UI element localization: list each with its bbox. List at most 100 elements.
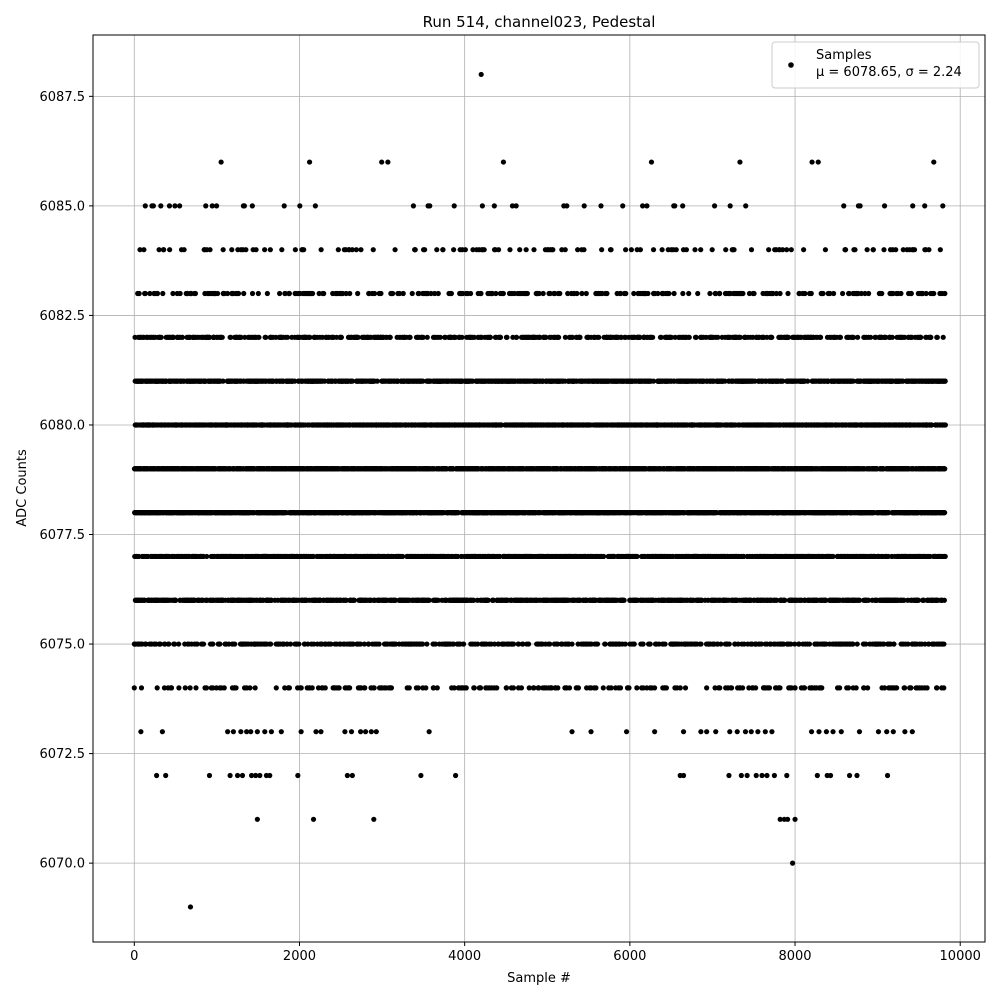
data-point bbox=[219, 334, 225, 340]
data-point bbox=[158, 203, 164, 209]
data-point bbox=[166, 641, 172, 647]
data-point bbox=[371, 685, 377, 691]
data-point bbox=[338, 334, 344, 340]
data-point bbox=[347, 685, 353, 691]
data-point bbox=[150, 203, 156, 209]
data-point bbox=[241, 290, 247, 297]
data-point bbox=[387, 334, 393, 340]
data-point bbox=[142, 203, 148, 209]
data-point bbox=[141, 247, 147, 253]
data-point bbox=[263, 334, 269, 340]
data-point bbox=[460, 641, 467, 647]
data-point bbox=[276, 290, 283, 297]
data-point bbox=[523, 247, 529, 253]
data-point bbox=[500, 290, 506, 297]
data-point bbox=[471, 685, 477, 691]
data-point bbox=[481, 247, 487, 253]
data-point bbox=[203, 685, 210, 691]
data-point bbox=[409, 290, 415, 297]
data-point bbox=[462, 247, 468, 253]
data-point bbox=[440, 247, 446, 253]
data-point bbox=[194, 641, 200, 647]
data-point bbox=[158, 334, 164, 340]
data-point bbox=[247, 685, 253, 691]
data-point bbox=[253, 247, 259, 253]
data-point bbox=[477, 685, 484, 691]
data-point bbox=[312, 203, 318, 209]
data-point bbox=[451, 203, 457, 209]
data-point bbox=[176, 685, 182, 691]
data-point bbox=[181, 247, 187, 253]
data-point bbox=[286, 685, 293, 691]
data-point bbox=[526, 641, 532, 647]
data-point bbox=[301, 247, 307, 253]
data-point bbox=[179, 334, 185, 340]
data-point bbox=[206, 334, 213, 340]
data-point bbox=[493, 290, 499, 297]
data-point bbox=[160, 290, 166, 297]
data-point bbox=[336, 685, 342, 691]
data-point bbox=[524, 290, 530, 297]
data-point bbox=[187, 685, 193, 691]
data-point bbox=[193, 685, 199, 691]
data-point bbox=[147, 290, 153, 297]
data-point bbox=[249, 203, 255, 209]
data-point bbox=[495, 247, 502, 253]
data-point bbox=[256, 334, 262, 340]
data-point bbox=[168, 685, 175, 691]
data-point bbox=[136, 290, 142, 297]
data-point bbox=[298, 685, 304, 691]
data-point bbox=[388, 685, 395, 691]
data-point bbox=[203, 203, 209, 209]
data-point bbox=[170, 334, 177, 340]
data-point bbox=[355, 290, 361, 297]
data-point bbox=[218, 159, 224, 165]
data-point bbox=[255, 290, 261, 297]
data-point bbox=[281, 203, 287, 209]
data-point bbox=[353, 247, 359, 253]
data-point bbox=[347, 290, 353, 297]
data-point bbox=[392, 247, 398, 253]
data-point bbox=[507, 247, 513, 253]
data-point bbox=[229, 247, 235, 253]
data-point bbox=[451, 247, 457, 253]
data-point bbox=[161, 685, 168, 691]
data-point bbox=[292, 247, 298, 253]
data-point bbox=[531, 247, 537, 253]
data-point bbox=[262, 247, 268, 253]
data-point bbox=[176, 641, 182, 647]
data-point bbox=[463, 685, 469, 691]
data-point bbox=[217, 641, 223, 647]
data-point bbox=[243, 247, 249, 253]
data-point bbox=[131, 685, 137, 691]
data-point bbox=[200, 641, 207, 647]
data-point bbox=[172, 641, 178, 647]
data-point bbox=[220, 378, 226, 384]
data-point bbox=[422, 247, 428, 253]
data-point bbox=[192, 290, 199, 297]
data-point bbox=[510, 641, 517, 647]
data-point bbox=[513, 203, 519, 209]
data-point bbox=[510, 685, 517, 691]
data-point bbox=[177, 290, 183, 297]
data-point bbox=[309, 685, 315, 691]
data-point bbox=[448, 290, 454, 297]
data-point bbox=[142, 290, 148, 297]
data-point bbox=[435, 290, 441, 297]
data-point bbox=[503, 685, 510, 691]
data-point bbox=[167, 247, 173, 253]
data-point bbox=[157, 641, 163, 647]
data-point bbox=[358, 247, 364, 253]
data-point bbox=[378, 290, 384, 297]
data-point bbox=[322, 685, 328, 691]
data-point bbox=[362, 685, 368, 691]
data-point bbox=[434, 247, 440, 253]
data-point bbox=[207, 247, 213, 253]
data-point bbox=[412, 247, 418, 253]
data-point bbox=[385, 159, 391, 165]
data-point bbox=[379, 159, 385, 165]
data-point bbox=[407, 334, 413, 340]
data-point bbox=[279, 247, 285, 253]
